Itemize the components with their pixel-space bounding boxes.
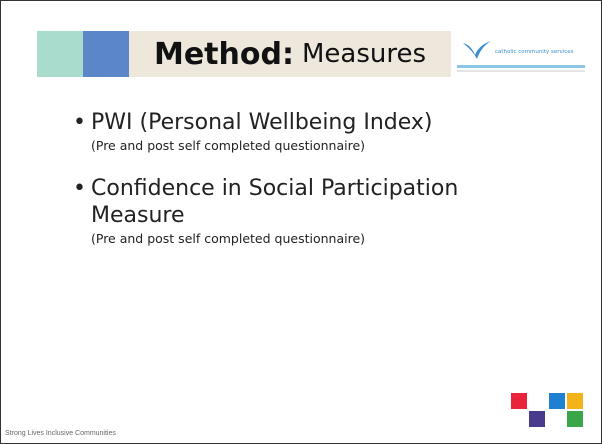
- bullet-heading: PWI (Personal Wellbeing Index): [91, 110, 433, 135]
- footer: Strong Lives Inclusive Communities: [5, 430, 116, 437]
- decor-squares: [511, 393, 583, 427]
- bullet-heading: Confidence in Social Participation Measu…: [91, 176, 459, 228]
- bullet-note: (Pre and post self completed questionnai…: [91, 138, 366, 153]
- bullet-item: • Confidence in Social Participation Meas…: [73, 175, 583, 246]
- bullet-item: • PWI (Personal Wellbeing Index) (Pre and…: [73, 109, 583, 153]
- bullet-list: • PWI (Personal Wellbeing Index) (Pre and…: [73, 109, 583, 268]
- title-main: Method:: [153, 36, 294, 72]
- title-box: Method: Measures: [129, 31, 451, 77]
- bullet-dot: •: [73, 176, 86, 201]
- logo: catholic community services: [457, 31, 585, 77]
- bullet-note: (Pre and post self completed questionnai…: [91, 231, 366, 246]
- title-sub: Measures: [301, 39, 427, 69]
- bullet-dot: •: [73, 110, 86, 135]
- logo-text: catholic community services: [495, 49, 574, 55]
- decor-block: [83, 31, 129, 77]
- decor-block: [37, 31, 83, 77]
